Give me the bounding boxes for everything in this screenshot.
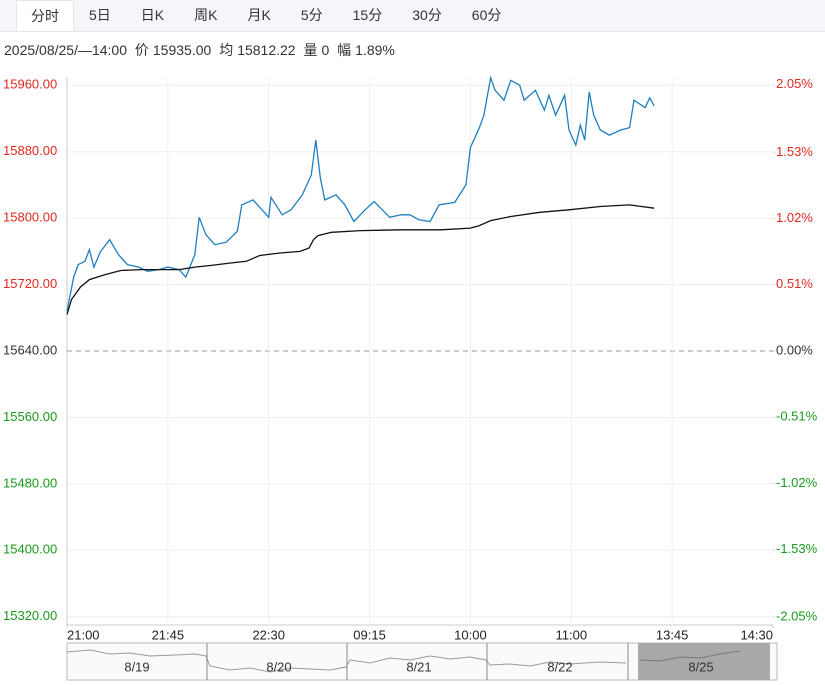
tab[interactable]: 月K <box>247 7 271 23</box>
x-tick-label: 11:00 <box>555 627 587 642</box>
y2-tick-label: 1.53% <box>776 144 813 159</box>
x-tick-label: 13:45 <box>656 627 689 642</box>
tab[interactable]: 分时 <box>16 0 74 31</box>
navigator-label: 8/19 <box>124 659 149 674</box>
tab-bar: 分时 5日 日K 周K 月K 5分 15分 30分 60分 <box>0 0 825 32</box>
tab[interactable]: 周K <box>194 7 218 23</box>
avg: 15812.22 <box>237 42 296 58</box>
datetime: 2025/08/25/—14:00 <box>4 42 127 58</box>
x-tick-label: 14:30 <box>740 627 773 642</box>
navigator-label: 8/22 <box>547 659 572 674</box>
y-tick-label: 15800.00 <box>3 210 57 225</box>
x-tick-label: 10:00 <box>454 627 487 642</box>
price: 15935.00 <box>152 42 212 58</box>
avg-label: 均 <box>219 42 234 58</box>
navigator-label: 8/20 <box>266 659 291 674</box>
y-tick-label: 15480.00 <box>3 475 57 490</box>
y2-tick-label: -1.53% <box>776 541 818 556</box>
x-tick-label: 09:15 <box>353 627 386 642</box>
range-label: 幅 <box>337 42 352 58</box>
navigator-line <box>639 650 741 662</box>
y2-tick-label: 2.05% <box>776 76 813 91</box>
y2-tick-label: -1.02% <box>776 475 818 490</box>
y-tick-label: 15400.00 <box>3 542 57 557</box>
volume-label: 量 <box>303 42 318 58</box>
navigator-line <box>66 649 627 673</box>
y2-tick-label: 0.00% <box>776 342 813 357</box>
tab[interactable]: 5日 <box>89 7 111 23</box>
range: 1.89% <box>355 42 395 58</box>
x-tick-label: 21:45 <box>152 627 185 642</box>
x-tick-label: 22:30 <box>252 627 285 642</box>
y-tick-label: 15720.00 <box>3 276 57 291</box>
navigator-label: 8/21 <box>406 659 431 674</box>
y2-tick-label: 0.51% <box>776 276 813 291</box>
navigator <box>66 642 778 681</box>
volume: 0 <box>321 42 330 58</box>
tab[interactable]: 60分 <box>471 7 502 23</box>
y2-tick-label: -2.05% <box>776 609 818 624</box>
x-tick-label: 21:00 <box>67 627 100 642</box>
tab[interactable]: 日K <box>140 7 165 23</box>
y-tick-label: 15560.00 <box>3 409 57 424</box>
y-tick-label: 15320.00 <box>3 608 57 623</box>
navigator-label: 8/25 <box>688 659 713 674</box>
y2-tick-label: 1.02% <box>776 210 813 225</box>
price-line <box>66 75 655 312</box>
tab[interactable]: 5分 <box>300 7 323 23</box>
y2-tick-label: -0.51% <box>776 409 818 424</box>
price-label: 价 <box>134 42 149 58</box>
tab[interactable]: 30分 <box>412 7 442 23</box>
y-tick-label: 15640.00 <box>3 342 57 357</box>
tab[interactable]: 15分 <box>352 7 383 23</box>
price-line <box>66 204 655 315</box>
y-tick-label: 15960.00 <box>3 77 57 92</box>
y-tick-label: 15880.00 <box>3 143 57 158</box>
